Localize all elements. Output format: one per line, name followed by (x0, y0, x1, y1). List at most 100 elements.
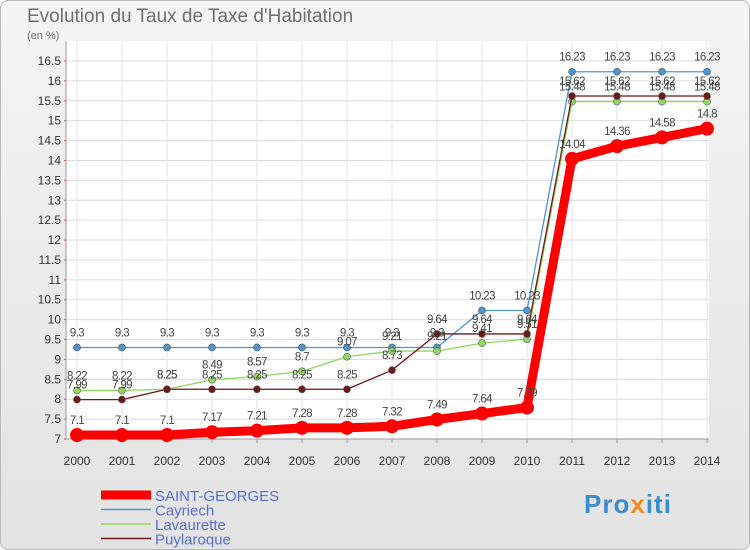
data-point (478, 330, 486, 338)
x-tick-label: 2010 (514, 454, 541, 468)
data-point (520, 400, 534, 415)
data-label: 8.25 (157, 369, 177, 381)
data-label: 15.62 (694, 76, 720, 88)
data-point (298, 343, 306, 352)
data-label: 8.25 (247, 369, 267, 381)
data-point (568, 67, 576, 76)
data-point (343, 343, 351, 352)
data-point (298, 385, 306, 394)
y-tick-label: 7 (54, 432, 61, 446)
y-tick-label: 16.5 (38, 54, 62, 68)
grid-lines (66, 41, 709, 440)
data-label: 9.3 (430, 327, 444, 339)
x-tick-label: 2013 (649, 454, 676, 468)
data-point (208, 343, 216, 352)
data-point (118, 386, 126, 395)
data-point (388, 347, 396, 355)
data-point (523, 306, 531, 315)
data-point (73, 395, 81, 404)
data-label: 9.3 (205, 327, 219, 339)
data-point (430, 412, 444, 427)
data-label: 8.49 (202, 360, 222, 372)
data-point (208, 375, 216, 384)
x-tick-label: 2008 (424, 454, 451, 468)
data-point (610, 139, 624, 154)
data-point (475, 406, 489, 421)
x-tick-label: 2006 (334, 454, 361, 468)
data-label: 15.62 (604, 76, 630, 88)
legend: SAINT-GEORGESCayriechLavaurettePuylaroqu… (101, 488, 279, 549)
y-tick-label: 14 (48, 153, 62, 167)
data-point (73, 343, 81, 352)
y-tick-label: 14.5 (38, 134, 62, 148)
x-tick-label: 2012 (604, 454, 631, 468)
data-point (163, 343, 171, 352)
y-tick-label: 12 (48, 233, 62, 247)
data-point (253, 385, 261, 394)
data-point (433, 347, 441, 355)
data-point (163, 385, 171, 394)
data-label: 7.99 (67, 380, 87, 392)
data-point (523, 330, 531, 338)
x-tick-label: 2000 (64, 454, 91, 468)
y-tick-label: 9.5 (44, 333, 61, 347)
x-tick-label: 2014 (694, 454, 721, 468)
y-tick-label: 8.5 (44, 372, 61, 386)
data-label: 9.3 (160, 327, 174, 339)
data-label: 10.23 (469, 290, 495, 302)
y-tick-label: 16 (48, 74, 62, 88)
data-label: 9.21 (382, 331, 402, 343)
data-label: 16.23 (694, 52, 720, 64)
x-tick-label: 2011 (559, 454, 585, 468)
y-tick-label: 7.5 (44, 412, 61, 426)
data-point (343, 385, 351, 394)
data-point (205, 425, 219, 440)
data-point (478, 306, 486, 315)
data-label: 7.1 (115, 415, 129, 427)
data-point (343, 352, 351, 361)
data-label: 7.79 (517, 388, 537, 400)
data-label: 16.23 (649, 52, 675, 64)
data-label: 14.36 (604, 126, 630, 138)
data-label: 7.21 (247, 411, 267, 423)
data-point (298, 367, 306, 376)
data-label: 7.49 (427, 400, 447, 412)
data-point (658, 67, 666, 76)
legend-label: SAINT-GEORGES (155, 488, 279, 505)
data-label: 15.48 (604, 82, 630, 94)
data-point (208, 385, 216, 394)
y-tick-label: 11 (49, 273, 62, 287)
data-label: 9.41 (472, 323, 492, 335)
data-point (253, 372, 261, 381)
data-point (250, 423, 264, 438)
data-label: 8.73 (382, 350, 402, 362)
legend-label: Puylaroque (155, 532, 231, 549)
legend-label: Cayriech (155, 503, 214, 520)
x-tick-label: 2004 (244, 454, 271, 468)
data-label: 8.25 (292, 369, 312, 381)
data-label: 15.62 (559, 76, 585, 88)
data-point (118, 395, 126, 404)
data-label: 8.7 (295, 351, 309, 363)
data-point (295, 420, 309, 435)
data-point (658, 92, 666, 100)
data-point (73, 386, 81, 395)
data-label: 8.25 (157, 369, 177, 381)
data-label: 7.1 (70, 415, 84, 427)
y-tick-label: 13 (48, 193, 62, 207)
data-point (70, 428, 84, 443)
y-tick-label: 8 (54, 392, 61, 406)
data-point (655, 130, 669, 145)
data-label: 8.25 (202, 369, 222, 381)
data-label: 14.8 (697, 109, 717, 121)
x-tick-label: 2007 (379, 454, 406, 468)
series-saint-georges (70, 121, 714, 443)
data-label: 7.17 (202, 412, 222, 424)
data-point (703, 92, 711, 100)
data-point (115, 428, 129, 443)
data-label: 7.1 (160, 415, 174, 427)
data-label: 9.07 (337, 337, 357, 349)
legend-label: Lavaurette (155, 517, 226, 534)
